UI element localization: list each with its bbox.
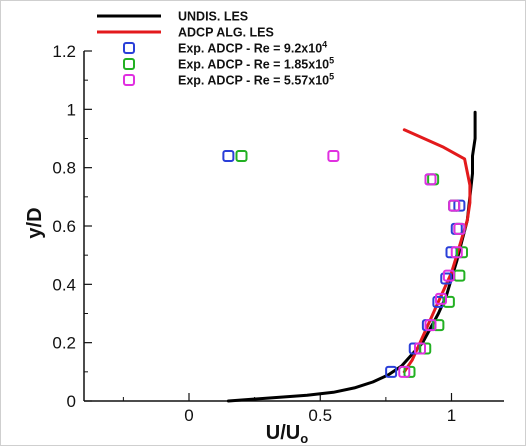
- data-point: [424, 173, 437, 186]
- legend-label-text: Exp. ADCP - Re = 1.85x10: [178, 58, 329, 72]
- series-line: [226, 110, 477, 403]
- series-5: [327, 150, 466, 378]
- data-point: [442, 295, 455, 308]
- legend-swatch-marker: [123, 74, 135, 86]
- legend-label: Exp. ADCP - Re = 5.57x105: [178, 72, 334, 88]
- x-axis-title-subscript: o: [300, 431, 308, 445]
- y-axis-title: y/D: [24, 207, 46, 238]
- data-point: [453, 222, 466, 235]
- y-tick-label: 0.8: [52, 159, 76, 178]
- legend-label-text: ADCP ALG. LES: [178, 26, 274, 40]
- legend-label: UNDIS. LES: [178, 10, 248, 24]
- data-point: [414, 342, 426, 355]
- y-tick-label: 0.6: [52, 217, 76, 236]
- y-tick-label: 1.2: [52, 42, 76, 61]
- x-axis-title-main: U/U: [266, 422, 300, 444]
- data-point: [442, 269, 455, 282]
- y-tick-label: 0.4: [52, 275, 76, 294]
- legend-item: Exp. ADCP - Re = 9.2x104: [123, 40, 327, 56]
- data-point: [398, 365, 411, 378]
- data-point: [235, 150, 248, 162]
- data-point: [222, 150, 235, 162]
- data-point: [424, 319, 437, 332]
- legend-label-text: UNDIS. LES: [178, 10, 248, 24]
- x-axis-title: U/Uo: [266, 422, 308, 445]
- series-layer: [222, 110, 477, 403]
- y-tick-label: 0.2: [52, 334, 76, 353]
- legend-label-text: Exp. ADCP - Re = 9.2x10: [178, 42, 322, 56]
- axes: 0 0.5 1 0 0.2 0.4 0.6 0.8 1 1.2: [52, 42, 504, 425]
- series-1: [226, 110, 477, 403]
- legend-swatch-marker: [123, 42, 135, 54]
- legend-item: ADCP ALG. LES: [97, 26, 274, 40]
- legend-label-superscript: 5: [329, 56, 334, 66]
- legend-label: Exp. ADCP - Re = 1.85x105: [178, 56, 334, 72]
- data-point: [432, 319, 445, 332]
- x-tick-label: 0: [184, 406, 193, 425]
- legend-label: ADCP ALG. LES: [178, 26, 274, 40]
- y-tick-label: 1: [67, 100, 76, 119]
- data-point: [450, 246, 463, 259]
- legend-item: Exp. ADCP - Re = 5.57x105: [123, 72, 334, 88]
- x-tick-label: 0.5: [308, 406, 332, 425]
- legend-label: Exp. ADCP - Re = 9.2x104: [178, 40, 327, 56]
- data-point: [440, 272, 453, 285]
- legend-label-superscript: 5: [329, 72, 334, 82]
- y-tick-label: 0: [67, 392, 76, 411]
- data-point: [327, 150, 340, 162]
- legend-item: UNDIS. LES: [97, 10, 248, 24]
- legend-label-superscript: 4: [322, 40, 327, 50]
- data-point: [435, 292, 447, 305]
- data-point: [448, 199, 461, 212]
- plot-area: [84, 51, 504, 401]
- data-point: [385, 365, 398, 378]
- x-tick-label: 1: [447, 406, 456, 425]
- legend-swatch-marker: [123, 58, 135, 70]
- legend-label-text: Exp. ADCP - Re = 5.57x10: [178, 74, 329, 88]
- legend-item: Exp. ADCP - Re = 1.85x105: [123, 56, 334, 72]
